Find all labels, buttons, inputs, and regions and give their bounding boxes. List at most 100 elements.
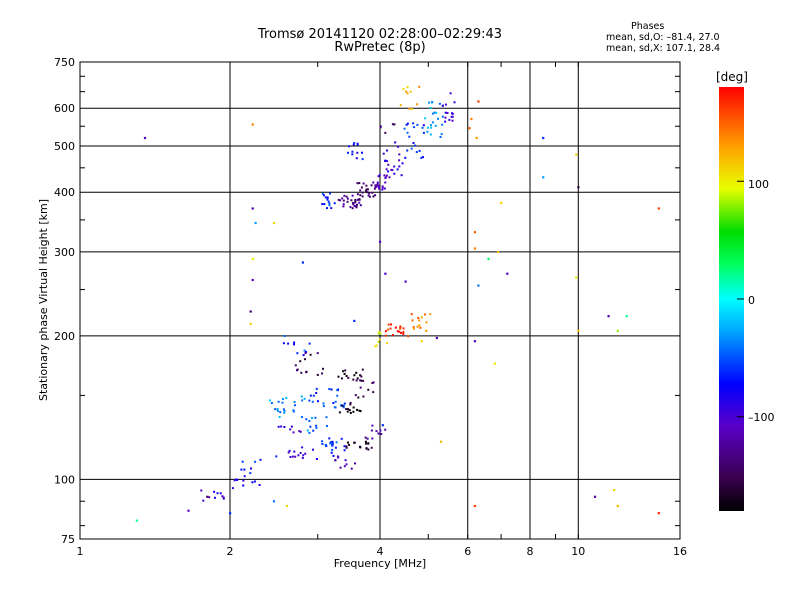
echo-point — [425, 321, 428, 324]
echo-point — [410, 313, 413, 316]
echo-point — [362, 182, 365, 185]
echo-point — [354, 462, 356, 465]
echo-point — [361, 368, 364, 371]
echo-point — [424, 117, 427, 120]
x-tick-label: 2 — [227, 545, 234, 558]
echo-point — [332, 454, 335, 457]
echo-point — [304, 358, 306, 361]
echo-point — [429, 107, 432, 109]
echo-point — [336, 394, 339, 397]
echo-point — [412, 142, 415, 144]
echo-point — [429, 124, 432, 127]
echo-point — [451, 119, 454, 122]
echo-point — [370, 429, 373, 432]
echo-point — [385, 168, 388, 171]
echo-point — [326, 207, 328, 210]
echo-point — [343, 445, 346, 448]
echo-point — [446, 112, 449, 114]
echo-point — [353, 441, 356, 444]
echo-point — [424, 313, 426, 316]
echo-point — [367, 442, 370, 445]
echo-point — [343, 402, 346, 405]
echo-point — [372, 381, 375, 384]
echo-point — [337, 456, 340, 459]
echo-point — [422, 131, 425, 134]
echo-point — [343, 194, 346, 197]
echo-point — [371, 437, 374, 440]
echo-point — [381, 186, 384, 189]
echo-point — [312, 429, 315, 432]
echo-point — [429, 313, 432, 316]
scatter-point — [251, 207, 254, 210]
echo-point — [386, 342, 389, 345]
scatter-point — [353, 319, 356, 322]
echo-point — [371, 382, 374, 384]
echo-point — [304, 352, 307, 355]
echo-point — [354, 200, 357, 203]
echo-point — [352, 378, 355, 381]
echo-point — [418, 149, 421, 152]
echo-point — [200, 489, 203, 492]
echo-point — [374, 194, 377, 197]
echo-point — [343, 372, 346, 375]
echo-point — [374, 184, 377, 187]
echo-point — [430, 126, 433, 129]
echo-point — [403, 127, 406, 130]
echo-point — [356, 408, 358, 411]
scatter-point — [593, 495, 597, 498]
echo-point — [376, 184, 379, 187]
echo-point — [402, 88, 405, 90]
echo-point — [400, 331, 402, 334]
echo-point — [441, 123, 444, 126]
scatter-point — [487, 257, 490, 260]
scatter-point — [249, 322, 252, 325]
y-tick-label: 400 — [54, 186, 75, 199]
echo-point — [420, 316, 423, 319]
echo-point — [345, 463, 348, 466]
echo-point — [288, 449, 291, 452]
echo-point — [372, 391, 375, 394]
echo-point — [383, 174, 386, 177]
echo-point — [302, 354, 305, 357]
echo-point — [342, 404, 345, 407]
echo-point — [309, 394, 312, 397]
scatter-point — [506, 272, 509, 275]
echo-point — [421, 126, 424, 129]
echo-point — [349, 206, 352, 209]
echo-point — [249, 472, 252, 475]
echo-point — [316, 373, 319, 376]
echo-point — [438, 102, 441, 105]
echo-point — [426, 130, 429, 133]
scatter-point — [542, 176, 545, 179]
echo-point — [404, 156, 407, 159]
echo-point — [243, 475, 246, 478]
echo-point — [305, 418, 308, 421]
scatter-point — [251, 278, 254, 282]
echo-point — [352, 203, 355, 206]
scatter-point — [473, 340, 476, 343]
scatter-point — [384, 272, 387, 275]
echo-point — [418, 324, 421, 327]
echo-point — [450, 115, 453, 118]
echo-point — [411, 319, 414, 322]
scatter-point — [404, 280, 407, 283]
echo-point — [350, 467, 353, 470]
echo-point — [406, 122, 409, 125]
echo-point — [280, 425, 283, 428]
echo-point — [202, 499, 205, 502]
echo-point — [378, 185, 381, 188]
echo-point — [410, 147, 413, 150]
echo-point — [371, 191, 374, 194]
x-tick-label: 1 — [77, 545, 84, 558]
echo-point — [409, 90, 412, 93]
echo-point — [370, 446, 373, 449]
echo-point — [282, 342, 285, 345]
scatter-point — [143, 136, 147, 140]
echo-point — [305, 351, 307, 353]
echo-point — [282, 408, 285, 411]
echo-point — [365, 184, 368, 187]
y-tick-label: 200 — [54, 330, 75, 343]
echo-point — [389, 327, 392, 330]
echo-point — [330, 451, 333, 454]
echo-point — [311, 400, 314, 403]
